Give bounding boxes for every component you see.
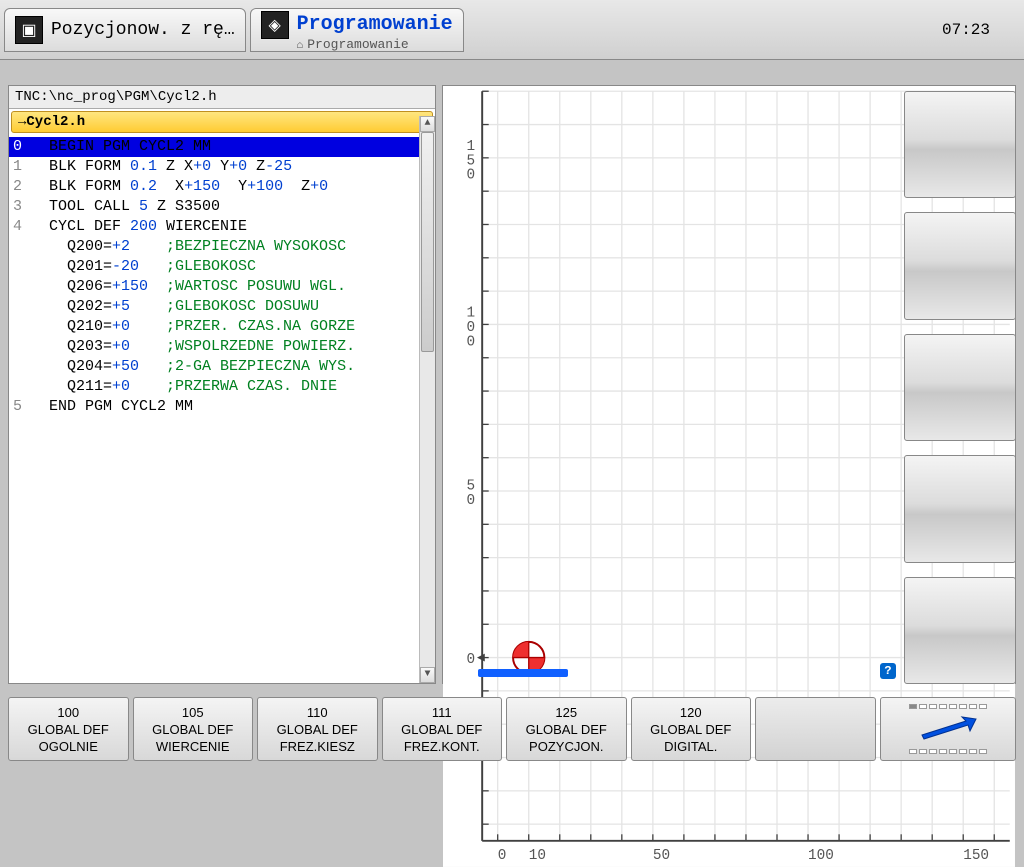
- side-key-5[interactable]: [904, 577, 1016, 684]
- code-line[interactable]: Q200=+2 ;BEZPIECZNA WYSOKOSC: [9, 237, 435, 257]
- code-line[interactable]: Q203=+0 ;WSPOLRZEDNE POWIERZ.: [9, 337, 435, 357]
- code-line[interactable]: Q211=+0 ;PRZERWA CZAS. DNIE: [9, 377, 435, 397]
- code-line[interactable]: 1 BLK FORM 0.1 Z X+0 Y+0 Z-25: [9, 157, 435, 177]
- code-line[interactable]: Q201=-20 ;GLEBOKOSC: [9, 257, 435, 277]
- code-line[interactable]: Q210=+0 ;PRZER. CZAS.NA GORZE: [9, 317, 435, 337]
- softkey-120[interactable]: 120GLOBAL DEFDIGITAL.: [631, 697, 752, 761]
- file-path: TNC:\nc_prog\PGM\Cycl2.h: [9, 86, 435, 109]
- softkey-110[interactable]: 110GLOBAL DEFFREZ.KIESZ: [257, 697, 378, 761]
- svg-text:150: 150: [963, 848, 989, 864]
- header-bar: ▣ Pozycjonow. z rę… ◈ Programowanie ⌂Pro…: [0, 0, 1024, 60]
- svg-text:0: 0: [467, 652, 476, 668]
- svg-text:0: 0: [467, 493, 476, 509]
- tab-programming[interactable]: ◈ Programowanie ⌂Programowanie: [250, 8, 464, 52]
- side-key-1[interactable]: [904, 91, 1016, 198]
- svg-text:0: 0: [467, 168, 476, 184]
- page-indicator-bottom: [909, 749, 987, 754]
- tab2-title: Programowanie: [297, 13, 453, 36]
- tab1-label: Pozycjonow. z rę…: [51, 20, 235, 40]
- side-key-4[interactable]: [904, 455, 1016, 562]
- bottom-softkeys: 100GLOBAL DEFOGOLNIE 105GLOBAL DEFWIERCE…: [8, 697, 1016, 761]
- code-line[interactable]: 2 BLK FORM 0.2 X+150 Y+100 Z+0: [9, 177, 435, 197]
- code-line[interactable]: 0 BEGIN PGM CYCL2 MM: [9, 137, 435, 157]
- code-line[interactable]: Q204=+50 ;2-GA BEZPIECZNA WYS.: [9, 357, 435, 377]
- page-indicator-top: [909, 704, 987, 709]
- code-line[interactable]: 5 END PGM CYCL2 MM: [9, 397, 435, 417]
- tab2-subtitle: ⌂Programowanie: [297, 37, 409, 52]
- horizontal-scroll-indicator[interactable]: [478, 669, 568, 677]
- code-line[interactable]: 3 TOOL CALL 5 Z S3500: [9, 197, 435, 217]
- side-key-2[interactable]: [904, 212, 1016, 319]
- softkey-page-arrow[interactable]: [880, 697, 1017, 761]
- svg-text:0: 0: [498, 848, 507, 864]
- prog-icon: ◈: [261, 11, 289, 39]
- softkey-100[interactable]: 100GLOBAL DEFOGOLNIE: [8, 697, 129, 761]
- code-line[interactable]: Q202=+5 ;GLEBOKOSC DOSUWU: [9, 297, 435, 317]
- mode-icon: ▣: [15, 16, 43, 44]
- tab-positioning[interactable]: ▣ Pozycjonow. z rę…: [4, 8, 246, 52]
- softkey-111[interactable]: 111GLOBAL DEFFREZ.KONT.: [382, 697, 503, 761]
- file-tab[interactable]: →Cycl2.h: [11, 111, 433, 133]
- code-listing[interactable]: 0 BEGIN PGM CYCL2 MM1 BLK FORM 0.1 Z X+0…: [9, 135, 435, 683]
- softkey-105[interactable]: 105GLOBAL DEFWIERCENIE: [133, 697, 254, 761]
- softkey-125[interactable]: 125GLOBAL DEFPOZYCJON.: [506, 697, 627, 761]
- code-panel: TNC:\nc_prog\PGM\Cycl2.h →Cycl2.h 0 BEGI…: [8, 85, 436, 684]
- side-softkeys: [904, 85, 1016, 684]
- main-area: TNC:\nc_prog\PGM\Cycl2.h →Cycl2.h 0 BEGI…: [8, 85, 1016, 684]
- code-line[interactable]: Q206=+150 ;WARTOSC POSUWU WGL.: [9, 277, 435, 297]
- svg-text:0: 0: [467, 334, 476, 350]
- code-line[interactable]: 4 CYCL DEF 200 WIERCENIE: [9, 217, 435, 237]
- vertical-scrollbar[interactable]: ▲ ▼: [419, 116, 435, 683]
- scroll-down-icon[interactable]: ▼: [420, 667, 435, 683]
- svg-text:50: 50: [653, 848, 670, 864]
- clock: 07:23: [942, 21, 990, 39]
- arrow-icon: [918, 715, 978, 743]
- softkey-blank[interactable]: [755, 697, 876, 761]
- help-icon[interactable]: ?: [880, 663, 896, 679]
- side-key-3[interactable]: [904, 334, 1016, 441]
- svg-text:10: 10: [529, 848, 546, 864]
- scroll-thumb[interactable]: [421, 132, 434, 352]
- svg-text:100: 100: [808, 848, 834, 864]
- scroll-up-icon[interactable]: ▲: [420, 116, 435, 132]
